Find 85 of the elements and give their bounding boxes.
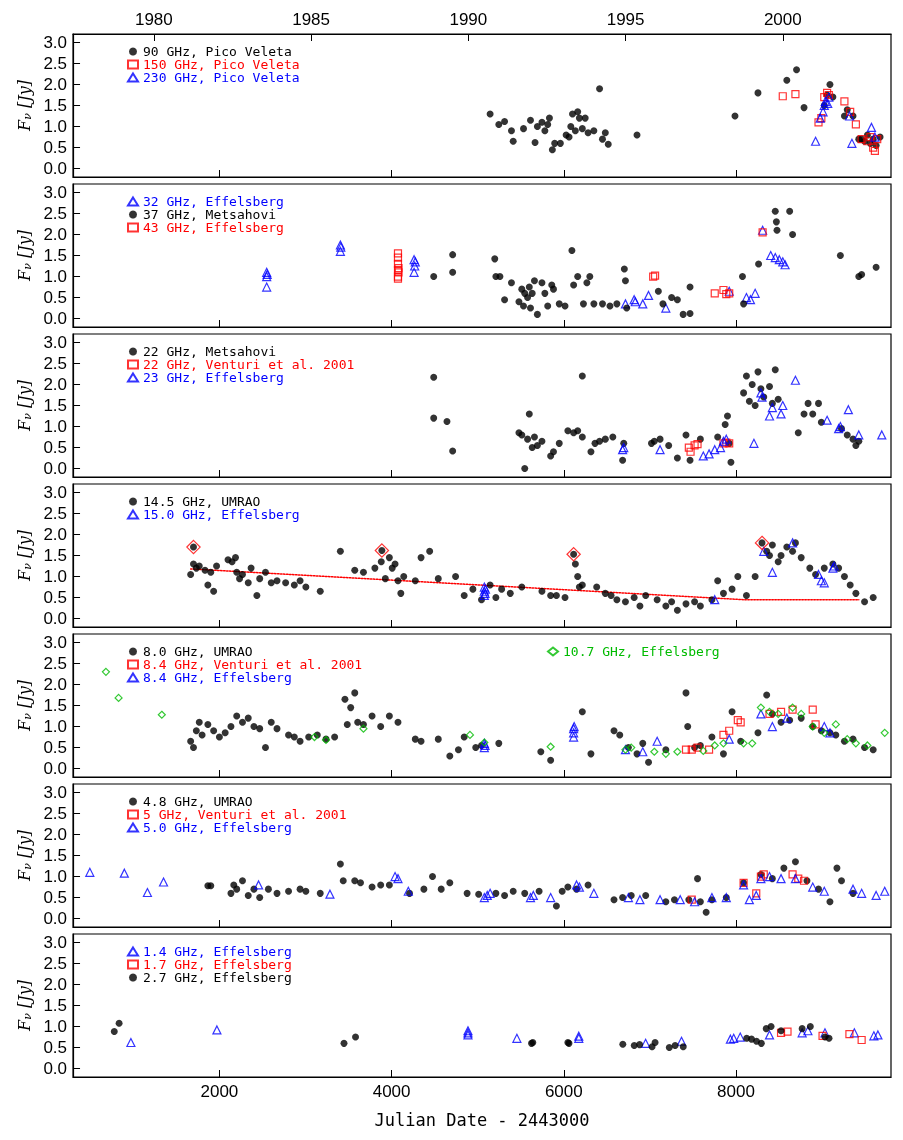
y-tick-label: 3.0: [43, 782, 68, 802]
legend-label: 150 GHz, Pico Veleta: [143, 57, 300, 72]
y-tick-label: 2.5: [43, 203, 68, 223]
y-tick-label: 2.0: [43, 824, 68, 844]
x-axis-title: Julian Date - 2443000: [374, 1109, 590, 1130]
y-tick-label: 2.5: [43, 53, 68, 73]
y-tick-label: 2.5: [43, 653, 68, 673]
y-tick-label: 1.5: [43, 996, 68, 1015]
y-tick-label: 1.0: [43, 717, 68, 737]
legend-label: 22 GHz, Venturi et al. 2001: [143, 357, 355, 372]
y-tick-label: 2.5: [43, 803, 68, 823]
y-tick-label: 0.0: [43, 159, 68, 179]
y-axis-title: Fν [Jy]: [14, 229, 34, 282]
legend-label: 5 GHz, Venturi et al. 2001: [143, 807, 347, 822]
y-tick-label: 0.5: [43, 1038, 68, 1058]
y-tick-label: 3.0: [43, 32, 68, 52]
y-tick-label: 0.5: [43, 738, 68, 758]
legend-label: 230 GHz, Pico Veleta: [143, 70, 300, 85]
y-tick-label: 2.0: [43, 674, 68, 694]
legend-label: 43 GHz, Effelsberg: [143, 220, 284, 235]
y-tick-label: 1.0: [43, 417, 68, 437]
y-tick-label: 2.5: [43, 353, 68, 373]
x2-tick-label: 1995: [606, 10, 645, 29]
x-tick-label: 8000: [717, 1082, 755, 1101]
legend-label: 32 GHz, Effelsberg: [143, 194, 284, 209]
legend-label: 5.0 GHz, Effelsberg: [143, 820, 292, 835]
y-tick-label: 0.5: [43, 588, 68, 608]
y-tick-label: 2.5: [43, 503, 68, 523]
x2-tick-label: 1990: [449, 10, 488, 29]
y-axis-title: Fν [Jy]: [14, 379, 34, 432]
legend-label: 8.4 GHz, Effelsberg: [143, 670, 292, 685]
legend-label: 10.7 GHz, Effelsberg: [563, 644, 720, 659]
x2-tick-label: 2000: [763, 10, 802, 29]
y-tick-label: 3.0: [43, 182, 68, 202]
y-tick-label: 0.5: [43, 888, 68, 908]
y-tick-label: 0.0: [43, 609, 68, 629]
legend-label: 37 GHz, Metsahovi: [143, 207, 277, 222]
legend-label: 1.4 GHz, Effelsberg: [143, 944, 292, 959]
x-tick-label: 2000: [200, 1082, 239, 1101]
y-tick-label: 0.0: [43, 1059, 68, 1079]
legend-label: 90 GHz, Pico Veleta: [143, 44, 292, 59]
y-tick-label: 1.5: [43, 246, 68, 265]
x2-tick-label: 1980: [134, 10, 173, 29]
y-tick-label: 0.5: [43, 288, 68, 308]
x-tick-label: 6000: [544, 1082, 583, 1101]
legend-label: 15.0 GHz, Effelsberg: [143, 507, 300, 522]
legend-label: 22 GHz, Metsahovi: [143, 344, 277, 359]
x2-tick-label: 1985: [292, 10, 331, 29]
y-tick-label: 0.0: [43, 909, 68, 929]
y-tick-label: 1.5: [43, 396, 68, 415]
legend-label: 23 GHz, Effelsberg: [143, 370, 284, 385]
y-tick-label: 1.5: [43, 696, 68, 715]
y-tick-label: 3.0: [43, 632, 68, 652]
y-tick-label: 1.0: [43, 117, 68, 137]
y-tick-label: 0.5: [43, 438, 68, 458]
y-tick-label: 2.0: [43, 74, 68, 94]
y-tick-label: 2.0: [43, 224, 68, 244]
legend-label: 14.5 GHz, UMRAO: [143, 494, 261, 509]
y-tick-label: 1.5: [43, 546, 68, 565]
y-tick-label: 1.5: [43, 846, 68, 865]
y-tick-label: 1.0: [43, 1017, 68, 1037]
y-tick-label: 3.0: [43, 332, 68, 352]
y-tick-label: 3.0: [43, 932, 68, 952]
y-tick-label: 0.0: [43, 759, 68, 779]
y-tick-label: 1.0: [43, 867, 68, 887]
y-tick-label: 1.5: [43, 96, 68, 115]
y-tick-label: 2.0: [43, 374, 68, 394]
y-tick-label: 0.5: [43, 138, 68, 158]
x-tick-label: 4000: [372, 1082, 411, 1101]
legend-label: 8.0 GHz, UMRAO: [143, 644, 253, 659]
legend-label: 4.8 GHz, UMRAO: [143, 794, 253, 809]
y-axis-title: Fν [Jy]: [14, 979, 34, 1032]
y-tick-label: 0.0: [43, 459, 68, 479]
y-tick-label: 2.0: [43, 974, 68, 994]
y-tick-label: 1.0: [43, 267, 68, 287]
legend-label: 8.4 GHz, Venturi et al. 2001: [143, 657, 363, 672]
y-tick-label: 2.5: [43, 953, 68, 973]
y-tick-label: 3.0: [43, 482, 68, 502]
y-axis-title: Fν [Jy]: [14, 679, 34, 732]
y-tick-label: 2.0: [43, 524, 68, 544]
y-tick-label: 0.0: [43, 309, 68, 329]
y-tick-label: 1.0: [43, 567, 68, 587]
y-axis-title: Fν [Jy]: [14, 79, 34, 132]
y-axis-title: Fν [Jy]: [14, 829, 34, 882]
y-axis-title: Fν [Jy]: [14, 529, 34, 582]
